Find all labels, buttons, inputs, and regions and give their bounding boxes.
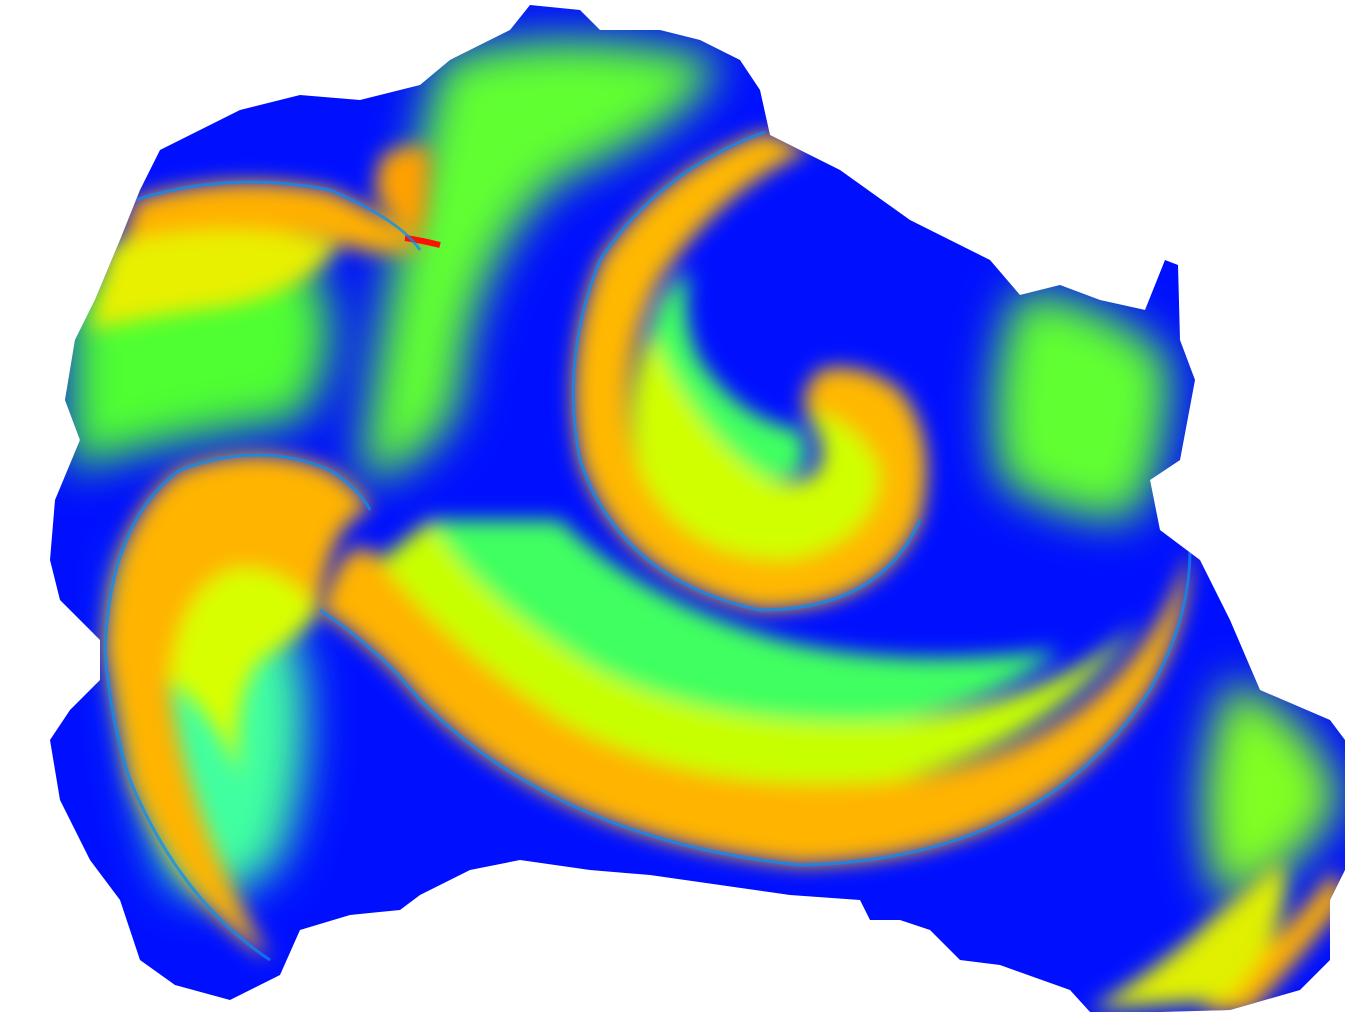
spiral-wave-map (50, 5, 1345, 1012)
tissue-region (50, 5, 1345, 1012)
